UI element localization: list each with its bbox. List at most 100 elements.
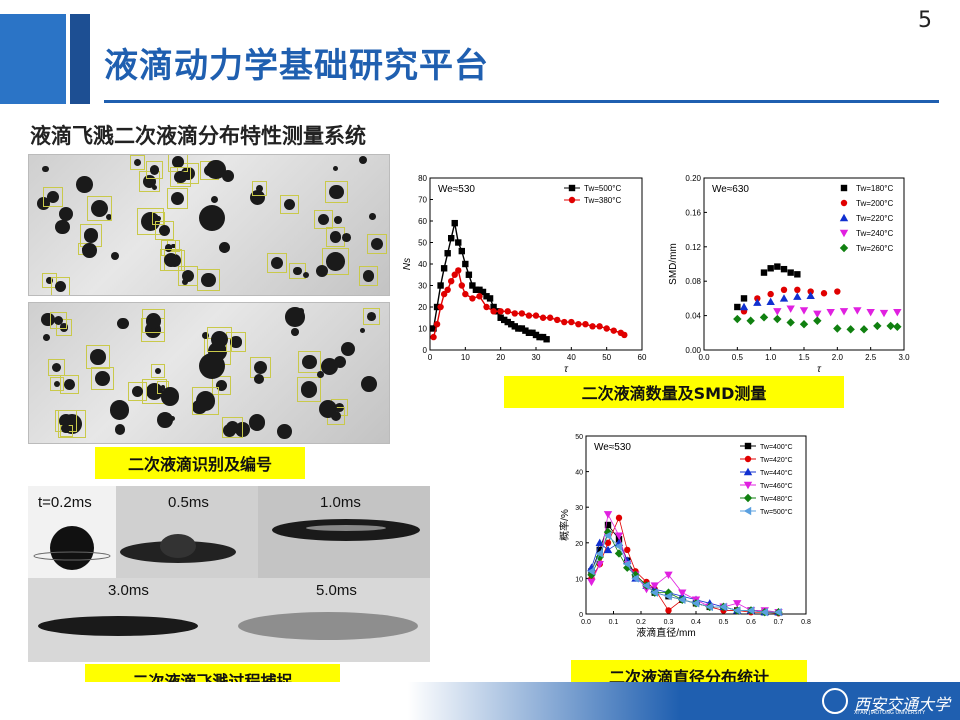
smd-chart: 0.0 0.5 1.0 1.5 2.0 2.5 3.0 0.00 0.04 0.08 0.12 0.1…	[668, 168, 930, 378]
data-point	[561, 318, 568, 326]
splash-label-3: 3.0ms	[108, 582, 149, 599]
y-axis-label: 概率/%	[558, 509, 571, 541]
series-5	[587, 531, 782, 617]
data-point	[539, 333, 547, 341]
x-tick-label: 30	[532, 353, 541, 362]
droplet	[230, 336, 242, 348]
data-point	[733, 600, 742, 608]
y-tick-label: 10	[575, 576, 583, 583]
legend-marker	[839, 243, 849, 253]
data-point	[430, 333, 437, 341]
droplet	[55, 281, 67, 293]
data-point	[532, 312, 540, 319]
y-axis-label: Ns	[402, 258, 413, 270]
legend-label: Tw=500°C	[584, 184, 621, 193]
data-point	[767, 290, 774, 298]
data-point	[866, 308, 875, 317]
data-point	[873, 321, 882, 331]
droplet	[283, 198, 296, 211]
droplet	[253, 373, 264, 384]
series-line	[432, 268, 625, 338]
droplet	[218, 242, 230, 254]
data-point	[759, 313, 769, 322]
droplet	[225, 420, 240, 434]
y-tick-label: 0.16	[685, 208, 701, 217]
droplet	[53, 380, 61, 388]
droplet	[201, 272, 216, 288]
data-point	[430, 325, 437, 332]
title-underline	[104, 100, 939, 103]
droplet-bounding-box	[314, 209, 334, 229]
data-point	[448, 278, 455, 285]
y-tick-label: 0.08	[685, 277, 701, 286]
data-point	[462, 290, 469, 298]
x-tick-label: 10	[461, 353, 470, 362]
data-point	[893, 322, 902, 331]
data-point	[448, 235, 455, 242]
droplet	[172, 156, 184, 168]
x-tick-label: 0.7	[774, 619, 784, 626]
y-tick-label: 0.00	[685, 346, 701, 355]
annotation-we: We≈530	[594, 442, 631, 453]
data-point	[839, 308, 849, 316]
x-tick-label: 1.5	[798, 353, 810, 362]
x-tick-label: 0.0	[698, 353, 710, 362]
x-axis-label: τ	[817, 364, 822, 375]
data-point	[813, 310, 822, 319]
legend-label: Tw=440°C	[760, 469, 793, 477]
data-point	[504, 318, 511, 326]
droplet	[149, 165, 160, 175]
droplet	[316, 371, 324, 378]
data-point	[740, 295, 748, 302]
data-point	[532, 331, 540, 339]
data-point	[786, 305, 795, 313]
x-tick-label: 0.6	[746, 619, 756, 626]
droplet	[332, 165, 339, 171]
droplet-bounding-box	[211, 376, 231, 396]
data-point	[455, 239, 462, 246]
droplet-bounding-box	[47, 358, 66, 377]
droplet	[43, 334, 51, 342]
y-tick-label: 20	[418, 303, 427, 312]
legend-marker	[839, 229, 849, 238]
droplet-bounding-box	[152, 211, 166, 225]
data-point	[787, 269, 794, 276]
droplet-bounding-box	[59, 374, 80, 395]
x-tick-label: 0.1	[609, 619, 619, 626]
data-point	[497, 308, 504, 315]
data-point	[678, 595, 686, 604]
legend-marker	[840, 184, 848, 192]
series-1	[740, 286, 841, 315]
droplet-identification-photo-top	[28, 154, 390, 296]
y-tick-label: 0.12	[685, 243, 701, 252]
droplet-bounding-box	[151, 364, 166, 379]
data-point	[508, 321, 515, 328]
droplet	[358, 155, 368, 165]
data-point	[472, 286, 480, 293]
data-point	[437, 303, 444, 311]
x-tick-label: 0.8	[801, 619, 811, 626]
droplet-bounding-box	[128, 381, 148, 401]
data-point	[773, 308, 782, 316]
droplet	[46, 191, 59, 204]
x-tick-label: 0.5	[719, 619, 729, 626]
data-point	[665, 607, 672, 614]
droplet	[151, 184, 157, 190]
droplet-count-chart: 0 10 20 30 40 50 60 0 10 20 30 40 50 60 70 80 τ Ns We≈530 T…	[402, 168, 662, 378]
data-point	[820, 290, 828, 297]
droplet	[362, 270, 374, 282]
droplet	[114, 424, 126, 435]
data-point	[733, 606, 741, 615]
data-point	[786, 318, 795, 327]
droplet	[318, 213, 330, 225]
droplet	[215, 380, 227, 392]
droplet	[155, 368, 162, 375]
data-point	[479, 288, 487, 296]
data-point	[529, 329, 536, 336]
droplet	[254, 361, 268, 375]
data-point	[734, 303, 741, 311]
droplet	[211, 331, 229, 348]
diameter-distribution-chart: 0.0 0.1 0.2 0.3 0.4 0.5 0.6 0.7 0.8 0 10 20 30 40 50 液滴…	[556, 428, 818, 656]
x-tick-label: 0.3	[664, 619, 674, 626]
droplet-bounding-box	[170, 166, 191, 188]
